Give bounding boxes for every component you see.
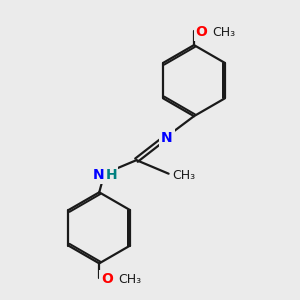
Text: H: H <box>105 168 117 182</box>
Text: N: N <box>93 168 104 182</box>
Text: CH₃: CH₃ <box>213 26 236 39</box>
Text: NH: NH <box>93 168 116 182</box>
Text: CH₃: CH₃ <box>118 273 141 286</box>
Text: CH₃: CH₃ <box>173 169 196 182</box>
Text: O: O <box>101 272 113 286</box>
Text: O: O <box>196 26 208 39</box>
Text: N: N <box>161 131 173 145</box>
Text: N: N <box>161 131 173 145</box>
